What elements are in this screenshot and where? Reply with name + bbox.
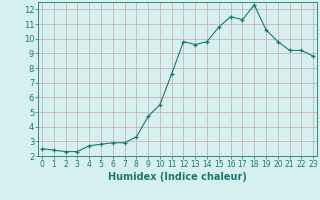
X-axis label: Humidex (Indice chaleur): Humidex (Indice chaleur) <box>108 172 247 182</box>
